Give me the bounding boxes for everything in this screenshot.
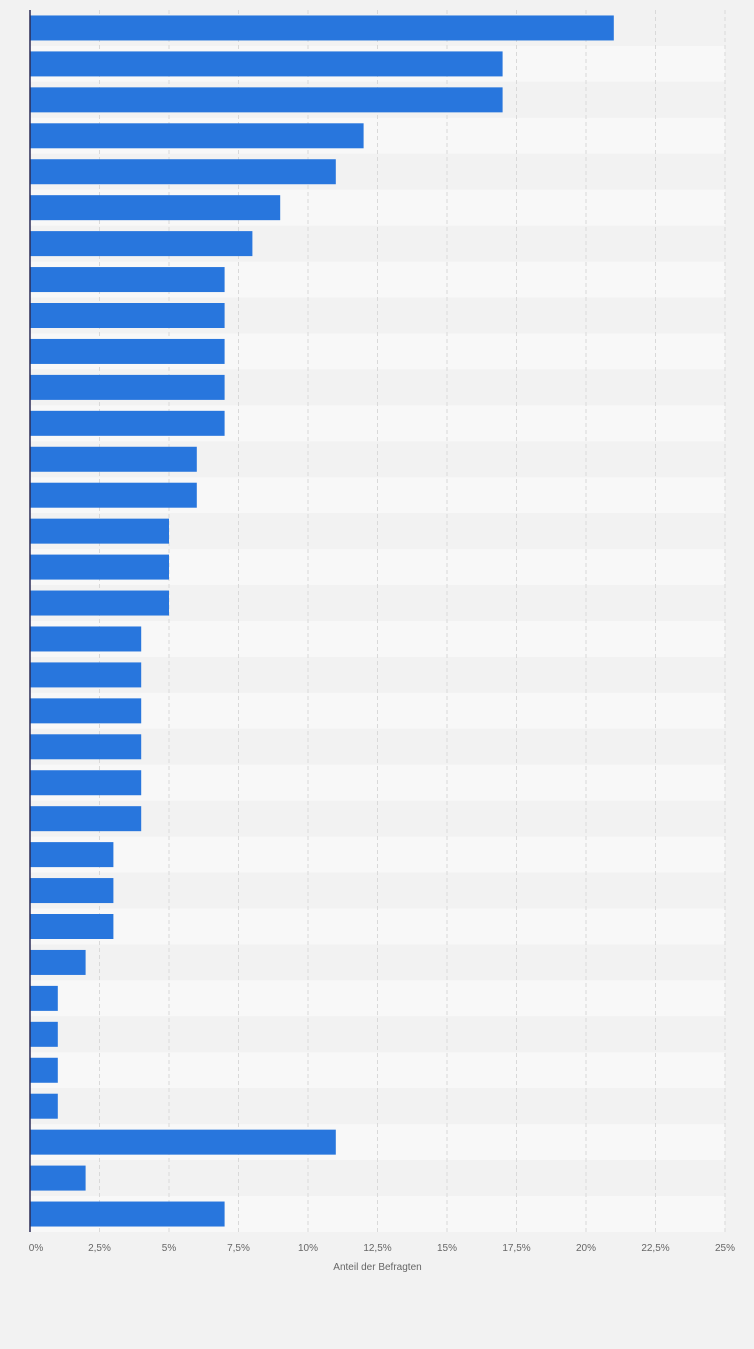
bar [30, 482, 197, 508]
x-tick-label: 2,5% [88, 1243, 111, 1254]
bar [30, 1093, 58, 1119]
bar [30, 1201, 225, 1227]
bar [30, 1129, 336, 1155]
bar [30, 1057, 58, 1083]
bars [30, 15, 614, 1227]
x-tick-label: 17,5% [502, 1243, 530, 1254]
x-axis-title: Anteil der Befragten [333, 1262, 421, 1273]
x-tick-label: 0% [29, 1243, 44, 1254]
bar [30, 662, 142, 688]
x-tick-label: 15% [437, 1243, 457, 1254]
x-tick-label: 5% [162, 1243, 177, 1254]
row-band [30, 872, 725, 909]
bar [30, 159, 336, 185]
bar [30, 626, 142, 652]
x-axis-ticks: 0% 2,5% 5% 7,5% 10% 12,5% 15% 17,5% 20% 22,5% 25% [29, 1243, 735, 1254]
bar [30, 15, 614, 41]
bar [30, 842, 114, 868]
bar [30, 410, 225, 436]
bar [30, 806, 142, 832]
bar [30, 770, 142, 796]
bar [30, 1021, 58, 1047]
bar [30, 338, 225, 364]
bar [30, 949, 86, 975]
x-tick-label: 7,5% [227, 1243, 250, 1254]
bar [30, 698, 142, 724]
bar [30, 123, 364, 149]
x-tick-label: 12,5% [363, 1243, 391, 1254]
bar [30, 590, 169, 616]
x-tick-label: 25% [715, 1243, 735, 1254]
bar [30, 985, 58, 1011]
bar [30, 734, 142, 760]
bar [30, 303, 225, 328]
bar [30, 1165, 86, 1191]
bar [30, 518, 169, 544]
bar [30, 195, 281, 221]
bar [30, 51, 503, 77]
bar [30, 87, 503, 113]
x-tick-label: 20% [576, 1243, 596, 1254]
x-tick-label: 10% [298, 1243, 318, 1254]
bar [30, 914, 114, 939]
bar [30, 446, 197, 472]
bar [30, 374, 225, 400]
x-tick-label: 22,5% [641, 1243, 669, 1254]
bar [30, 878, 114, 904]
bar [30, 231, 253, 257]
bar [30, 267, 225, 293]
bar [30, 554, 169, 580]
